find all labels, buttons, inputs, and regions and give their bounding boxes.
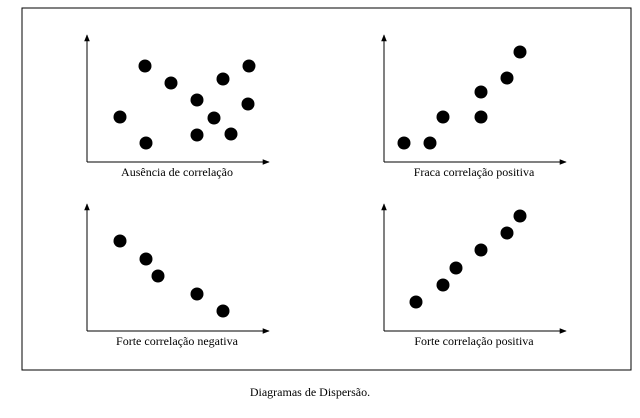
point <box>138 59 152 73</box>
x-axis-label: Ausência de correlação <box>121 165 233 179</box>
point <box>513 45 527 59</box>
point <box>397 136 411 150</box>
point <box>423 136 437 150</box>
point <box>139 252 153 266</box>
x-axis-label: Fraca correlação positiva <box>414 165 535 179</box>
point <box>409 295 423 309</box>
point <box>139 136 153 150</box>
caption: Diagramas de Dispersão. <box>250 385 370 399</box>
point <box>190 287 204 301</box>
point <box>164 76 178 90</box>
point <box>113 110 127 124</box>
point <box>224 127 238 141</box>
frame <box>21 7 632 371</box>
point <box>216 304 230 318</box>
point <box>500 226 514 240</box>
point <box>474 110 488 124</box>
point <box>216 72 230 86</box>
point <box>190 128 204 142</box>
point <box>207 111 221 125</box>
point <box>190 93 204 107</box>
point <box>151 269 165 283</box>
point <box>474 85 488 99</box>
point <box>241 97 255 111</box>
point <box>436 110 450 124</box>
point <box>500 71 514 85</box>
point <box>449 261 463 275</box>
point <box>513 209 527 223</box>
point <box>242 59 256 73</box>
point <box>474 243 488 257</box>
x-axis-label: Forte correlação negativa <box>116 334 239 348</box>
x-axis-label: Forte correlação positiva <box>414 334 534 348</box>
point <box>113 234 127 248</box>
point <box>436 278 450 292</box>
